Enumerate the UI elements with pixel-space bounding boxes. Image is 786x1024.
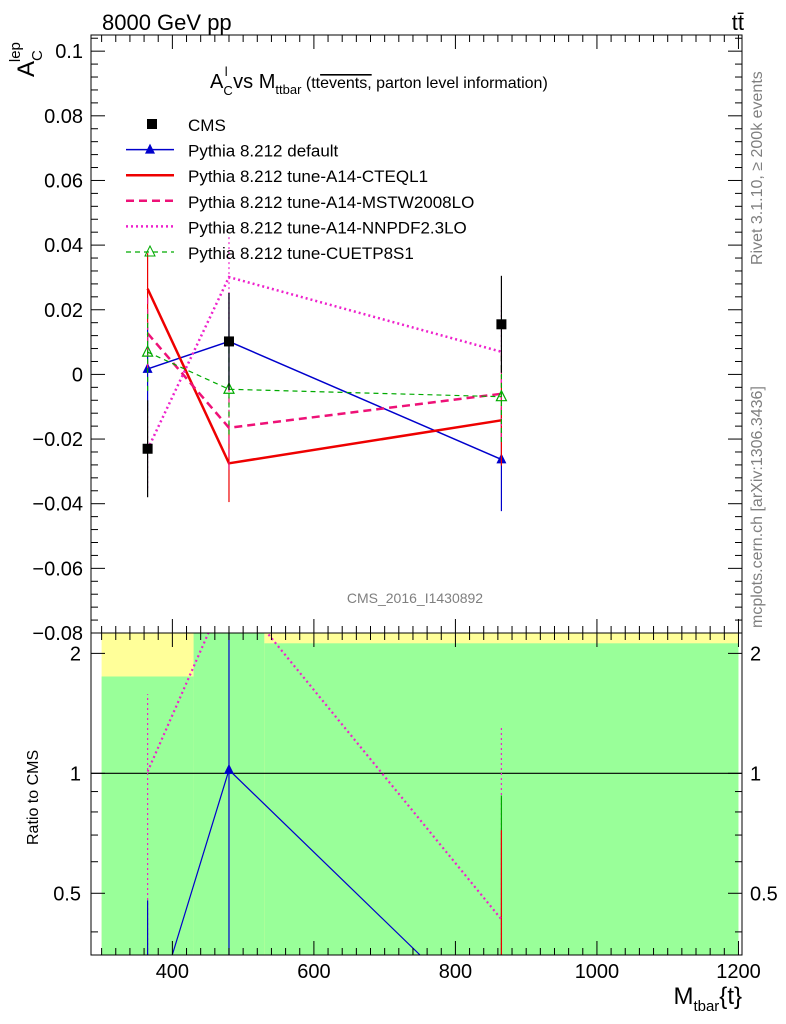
x-label-rest: {t} [719, 983, 742, 1010]
x-label-sub: tbar [693, 998, 719, 1015]
ratio-y-tick-label: 1 [70, 763, 81, 785]
source-label: mcplots.cern.ch [arXiv:1306.3436] [749, 386, 766, 628]
x-tick-label: 1200 [716, 961, 761, 983]
legend-marker [145, 143, 155, 154]
ratio-bands [101, 633, 739, 955]
x-axis-label: Mtbar{t} [673, 983, 742, 1015]
series-point [223, 381, 235, 394]
y-tick-label: −0.06 [32, 558, 83, 580]
data-point [223, 336, 234, 347]
legend-label: CMS [188, 116, 226, 135]
y-tick-label: −0.08 [32, 623, 83, 645]
x-tick-label: 1000 [575, 961, 620, 983]
x-tick-label: 800 [439, 961, 472, 983]
y-tick-label: 0.1 [55, 41, 83, 63]
legend-label: Pythia 8.212 default [188, 142, 339, 161]
ratio-y-axis: 0.5 0.5 1 1 2 2 [53, 643, 778, 933]
y-label-sub: C [29, 50, 46, 61]
title-paren-open: (tt [301, 75, 320, 92]
y-tick-label: 0 [72, 364, 83, 386]
legend-marker [144, 244, 156, 257]
data-point [142, 443, 153, 454]
main-y-axis-label: AClep [7, 42, 46, 77]
legend-label: Pythia 8.212 tune-A14-MSTW2008LO [188, 193, 474, 212]
legend-marker-cms [147, 119, 157, 129]
x-label-main: M [673, 983, 693, 1010]
rivet-label: Rivet 3.1.10, ≥ 200k events [749, 71, 766, 265]
series-point [141, 344, 154, 357]
plot-title: ACl vs Mttbar (ttevents, parton level in… [210, 64, 548, 98]
energy-label: 8000 GeV pp [102, 10, 232, 35]
title-rest: parton level information) [372, 75, 548, 92]
ratio-plot-panel: 0.5 0.5 1 1 2 2 400 600 800 1000 1200 Ratio to CM… [25, 632, 778, 1015]
legend-label: Pythia 8.212 tune-A14-NNPDF2.3LO [188, 218, 467, 237]
y-label-sup: lep [7, 42, 24, 62]
series-line [146, 275, 502, 450]
x-axis: 400 600 800 1000 1200 [101, 633, 761, 983]
legend-label: Pythia 8.212 tune-A14-CTEQL1 [188, 167, 428, 186]
x-tick-label: 600 [297, 961, 330, 983]
ratio-plot-data [91, 633, 742, 955]
ratio-y-tick-label-right: 0.5 [750, 883, 778, 905]
main-plot-panel: −0.08 −0.06 −0.04 −0.02 0 0.02 0.04 0.06 0.08 0.1… [7, 34, 743, 645]
data-point [496, 319, 507, 330]
analysis-watermark: CMS_2016_I1430892 [347, 590, 483, 606]
main-plot-data [141, 235, 508, 512]
legend: CMS Pythia 8.212 default Pythia 8.212 tune… [126, 116, 474, 263]
series-line [146, 332, 502, 430]
title-main: A [210, 71, 224, 93]
series-point [495, 389, 508, 402]
x-tick-label: 400 [156, 961, 189, 983]
y-tick-label: −0.04 [32, 494, 83, 516]
title-sub: C [223, 83, 232, 98]
title-sup: l [225, 64, 228, 79]
y-tick-label: 0.04 [44, 235, 83, 257]
ratio-y-tick-label-right: 2 [750, 643, 761, 665]
y-label-main: A [13, 61, 40, 77]
main-y-axis: −0.08 −0.06 −0.04 −0.02 0 0.02 0.04 0.06 0.08 0.1 [32, 35, 742, 645]
legend-label: Pythia 8.212 tune-CUETP8S1 [188, 244, 414, 263]
ratio-y-axis-label: Ratio to CMS [25, 750, 42, 845]
title-vs: vs M [228, 71, 276, 93]
y-tick-label: −0.02 [32, 429, 83, 451]
ratio-y-tick-label-right: 1 [750, 763, 761, 785]
y-tick-label: 0.02 [44, 300, 83, 322]
ratio-point [223, 763, 234, 774]
ratio-y-tick-label: 0.5 [53, 883, 81, 905]
y-tick-label: 0.06 [44, 170, 83, 192]
series-line [147, 351, 502, 398]
title-sub2: ttbar [275, 82, 302, 97]
ratio-plot-frame [90, 632, 743, 956]
title-overline: events, [320, 75, 372, 92]
process-label: tt̄ [732, 10, 744, 35]
ratio-y-tick-label: 2 [70, 643, 81, 665]
y-tick-label: 0.08 [44, 106, 83, 128]
